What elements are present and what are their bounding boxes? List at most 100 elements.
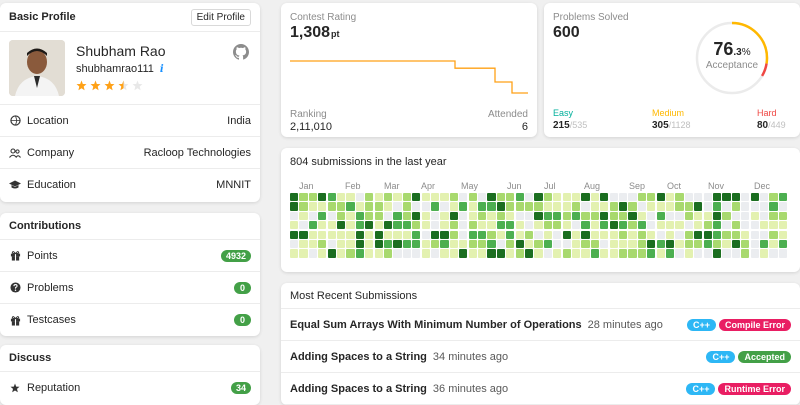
heatmap-cell[interactable] — [741, 193, 750, 202]
heatmap-cell[interactable] — [431, 202, 440, 211]
heatmap-cell[interactable] — [327, 230, 336, 239]
heatmap-cell[interactable] — [713, 211, 722, 220]
heatmap-cell[interactable] — [590, 193, 599, 202]
heatmap-cell[interactable] — [703, 202, 712, 211]
heatmap-cell[interactable] — [656, 202, 665, 211]
heatmap-cell[interactable] — [694, 221, 703, 230]
heatmap-cell[interactable] — [346, 193, 355, 202]
heatmap-cell[interactable] — [299, 230, 308, 239]
heatmap-cell[interactable] — [468, 211, 477, 220]
heatmap-cell[interactable] — [365, 193, 374, 202]
heatmap-cell[interactable] — [666, 240, 675, 249]
heatmap-cell[interactable] — [572, 240, 581, 249]
heatmap-cell[interactable] — [581, 202, 590, 211]
heatmap-cell[interactable] — [713, 221, 722, 230]
heatmap-cell[interactable] — [637, 240, 646, 249]
edit-profile-button[interactable]: Edit Profile — [190, 8, 251, 26]
heatmap-cell[interactable] — [365, 221, 374, 230]
heatmap-cell[interactable] — [778, 230, 787, 239]
heatmap-cell[interactable] — [628, 193, 637, 202]
heatmap-cell[interactable] — [675, 193, 684, 202]
heatmap-cell[interactable] — [769, 230, 778, 239]
heatmap-cell[interactable] — [684, 221, 693, 230]
heatmap-cell[interactable] — [637, 230, 646, 239]
heatmap-cell[interactable] — [534, 249, 543, 258]
heatmap-cell[interactable] — [402, 193, 411, 202]
heatmap-cell[interactable] — [760, 211, 769, 220]
heatmap-cell[interactable] — [365, 211, 374, 220]
heatmap-cell[interactable] — [637, 193, 646, 202]
heatmap-cell[interactable] — [468, 221, 477, 230]
heatmap-cell[interactable] — [308, 211, 317, 220]
heatmap-cell[interactable] — [543, 249, 552, 258]
heatmap-cell[interactable] — [656, 249, 665, 258]
submission-row[interactable]: Adding Spaces to a String 36 minutes ago C… — [281, 373, 800, 405]
heatmap-cell[interactable] — [553, 202, 562, 211]
heatmap-cell[interactable] — [290, 221, 299, 230]
heatmap-cell[interactable] — [318, 249, 327, 258]
heatmap-cell[interactable] — [327, 221, 336, 230]
heatmap-cell[interactable] — [449, 230, 458, 239]
heatmap-cell[interactable] — [581, 211, 590, 220]
heatmap-cell[interactable] — [506, 249, 515, 258]
heatmap-cell[interactable] — [290, 230, 299, 239]
heatmap-cell[interactable] — [703, 230, 712, 239]
heatmap-cell[interactable] — [741, 221, 750, 230]
heatmap-cell[interactable] — [440, 211, 449, 220]
heatmap-cell[interactable] — [337, 202, 346, 211]
heatmap-cell[interactable] — [393, 202, 402, 211]
heatmap-cell[interactable] — [374, 202, 383, 211]
rating-line-chart[interactable] — [290, 53, 528, 97]
heatmap-cell[interactable] — [562, 211, 571, 220]
heatmap-cell[interactable] — [731, 211, 740, 220]
heatmap-cell[interactable] — [506, 193, 515, 202]
heatmap-cell[interactable] — [619, 240, 628, 249]
heatmap-cell[interactable] — [656, 193, 665, 202]
heatmap-cell[interactable] — [459, 202, 468, 211]
heatmap-cell[interactable] — [487, 211, 496, 220]
avatar[interactable] — [9, 40, 65, 96]
heatmap-cell[interactable] — [722, 221, 731, 230]
heatmap-cell[interactable] — [506, 230, 515, 239]
heatmap-cell[interactable] — [590, 249, 599, 258]
heatmap-cell[interactable] — [374, 221, 383, 230]
heatmap-cell[interactable] — [684, 193, 693, 202]
heatmap-cell[interactable] — [675, 221, 684, 230]
heatmap-cell[interactable] — [713, 202, 722, 211]
heatmap-cell[interactable] — [468, 193, 477, 202]
heatmap-cell[interactable] — [609, 230, 618, 239]
heatmap-cell[interactable] — [525, 193, 534, 202]
heatmap-cell[interactable] — [412, 193, 421, 202]
heatmap-cell[interactable] — [449, 249, 458, 258]
heatmap-cell[interactable] — [656, 211, 665, 220]
heatmap-cell[interactable] — [609, 202, 618, 211]
heatmap-cell[interactable] — [741, 202, 750, 211]
heatmap-cell[interactable] — [290, 240, 299, 249]
heatmap-cell[interactable] — [431, 211, 440, 220]
heatmap-cell[interactable] — [393, 249, 402, 258]
heatmap-cell[interactable] — [327, 211, 336, 220]
heatmap-cell[interactable] — [760, 240, 769, 249]
heatmap-cell[interactable] — [365, 249, 374, 258]
heatmap-cell[interactable] — [600, 249, 609, 258]
heatmap-cell[interactable] — [760, 249, 769, 258]
heatmap-cell[interactable] — [553, 193, 562, 202]
heatmap-cell[interactable] — [431, 249, 440, 258]
heatmap-cell[interactable] — [515, 221, 524, 230]
heatmap-cell[interactable] — [628, 202, 637, 211]
heatmap-cell[interactable] — [412, 240, 421, 249]
heatmap-cell[interactable] — [421, 230, 430, 239]
heatmap-cell[interactable] — [506, 240, 515, 249]
heatmap-cell[interactable] — [553, 230, 562, 239]
heatmap-cell[interactable] — [769, 221, 778, 230]
heatmap-cell[interactable] — [703, 249, 712, 258]
heatmap-cell[interactable] — [412, 221, 421, 230]
heatmap-cell[interactable] — [496, 193, 505, 202]
heatmap-cell[interactable] — [402, 221, 411, 230]
heatmap-cell[interactable] — [694, 202, 703, 211]
heatmap-cell[interactable] — [543, 230, 552, 239]
heatmap-cell[interactable] — [562, 193, 571, 202]
heatmap-cell[interactable] — [327, 240, 336, 249]
heatmap-cell[interactable] — [337, 211, 346, 220]
heatmap-cell[interactable] — [675, 230, 684, 239]
